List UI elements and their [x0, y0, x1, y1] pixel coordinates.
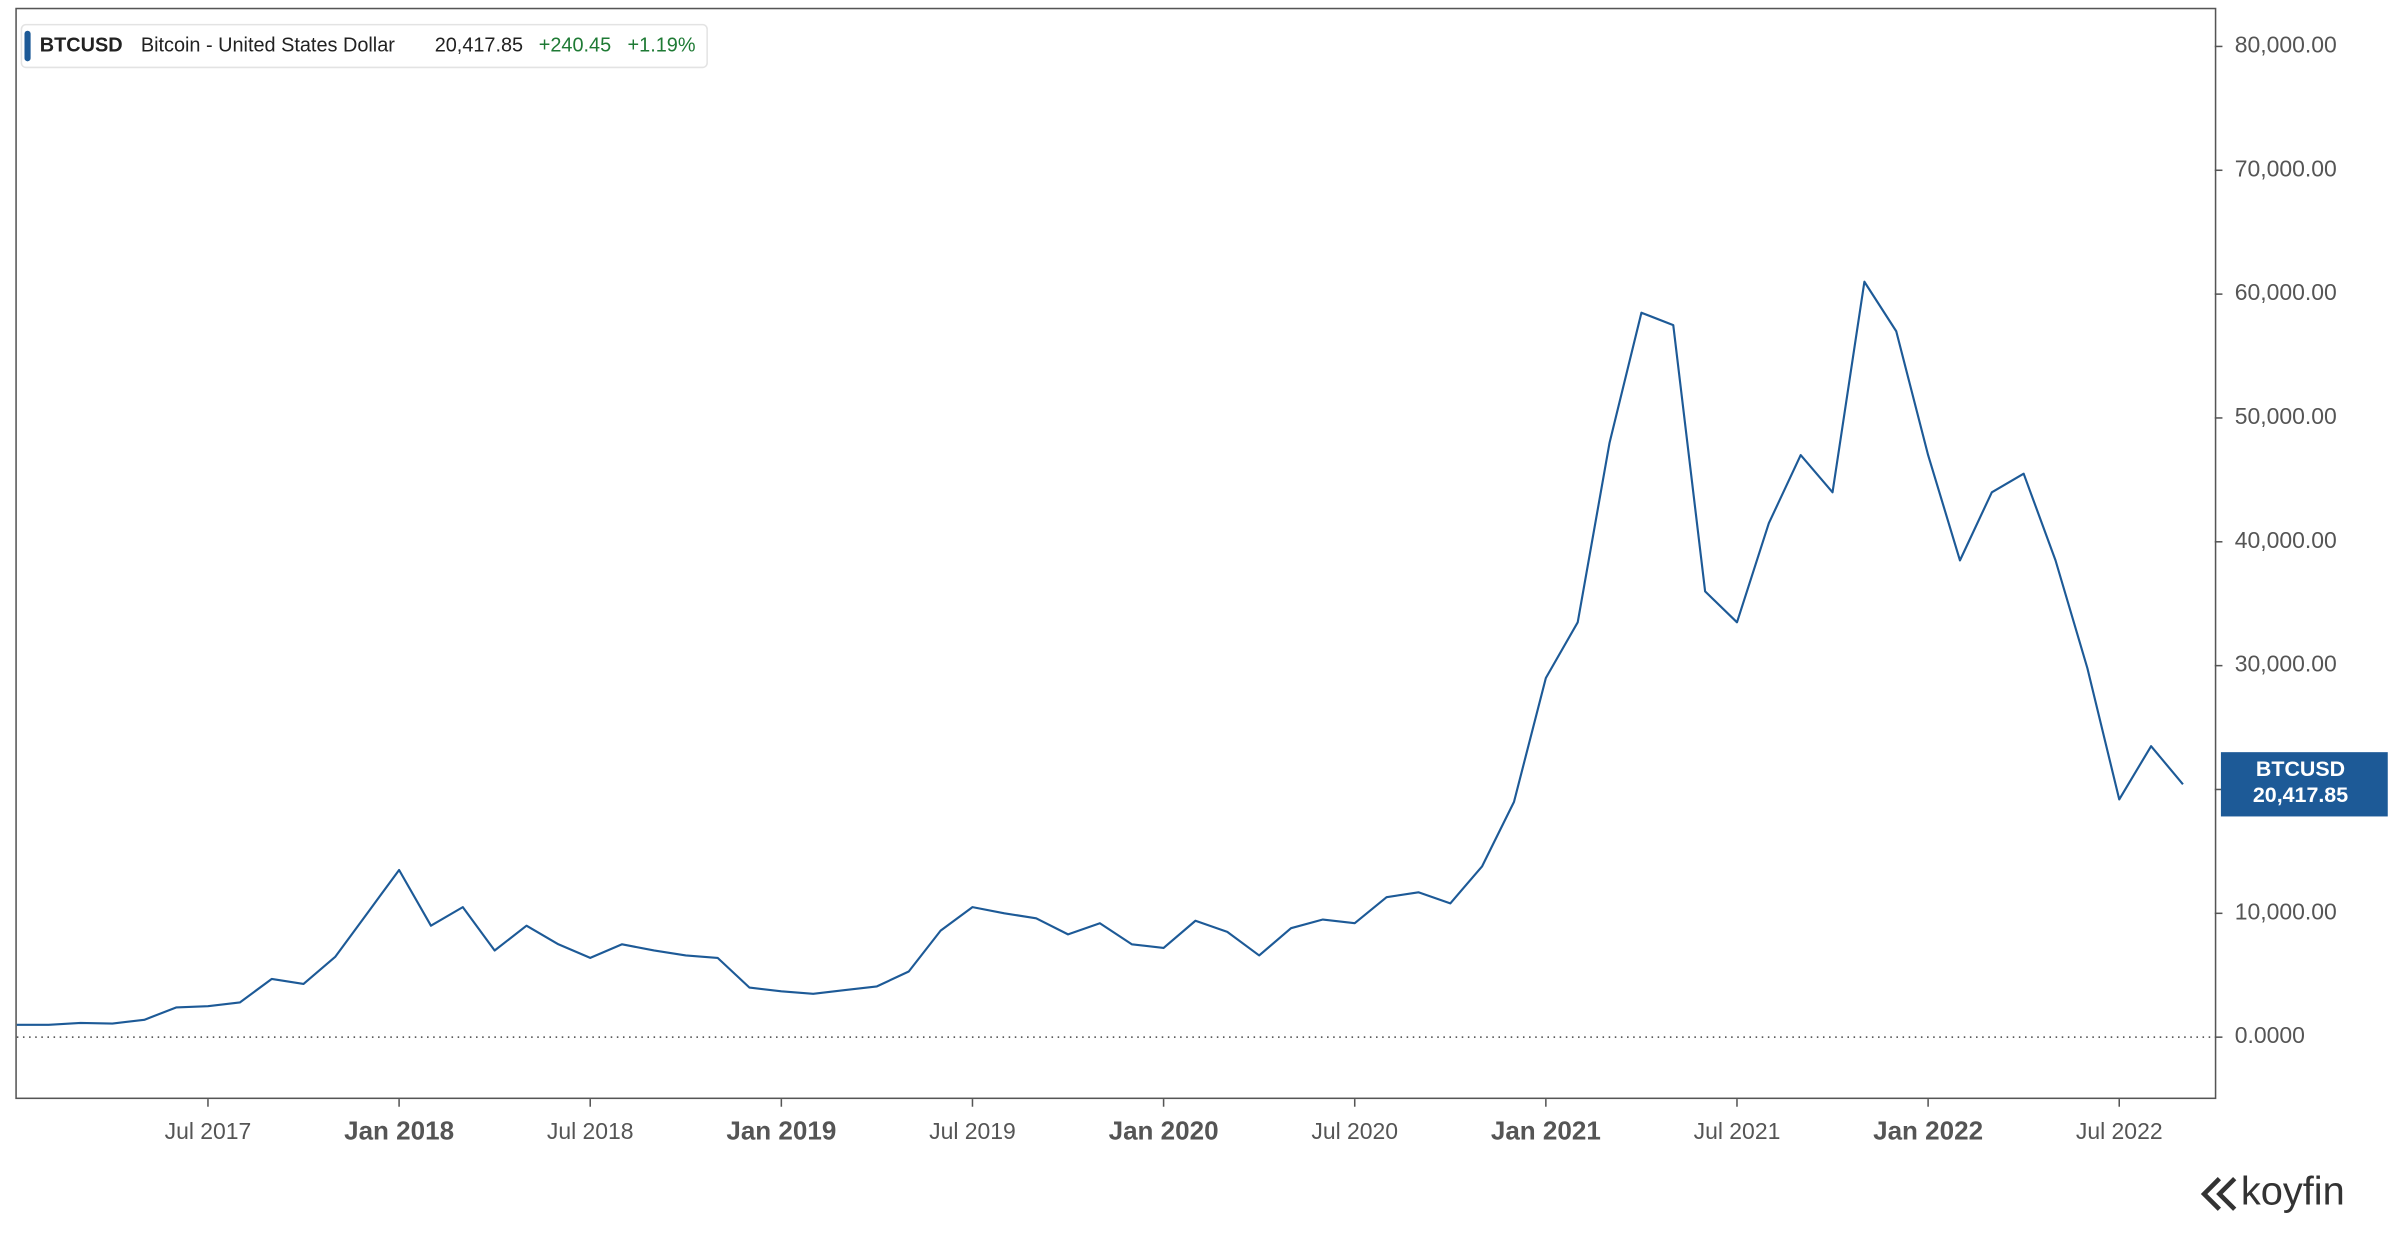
brand: koyfin [2200, 1169, 2345, 1213]
badge-price: 20,417.85 [2253, 783, 2348, 807]
brand-logo [2200, 1177, 2237, 1211]
x-tick-label: Jan 2019 [726, 1116, 836, 1146]
change: +240.45 [539, 34, 611, 56]
x-tick-label: Jul 2020 [1311, 1118, 1398, 1144]
x-tick-label: Jul 2022 [2076, 1118, 2163, 1144]
x-tick-label: Jan 2022 [1873, 1116, 1983, 1146]
y-tick-label: 30,000.00 [2235, 651, 2337, 677]
legend-swatch [24, 30, 31, 62]
x-tick-label: Jan 2021 [1491, 1116, 1601, 1146]
plot-frame [15, 7, 2217, 1100]
price-line [16, 280, 2184, 1026]
x-tick-label: Jan 2018 [344, 1116, 454, 1146]
legend-bg [20, 23, 708, 69]
price: 20,417.85 [435, 34, 523, 56]
x-tick-label: Jul 2017 [165, 1118, 252, 1144]
change-pct: +1.19% [628, 34, 696, 56]
legend-box: BTCUSD Bitcoin - United States Dollar 20… [20, 23, 708, 69]
instrument-name: Bitcoin - United States Dollar [141, 34, 395, 56]
badge-bg [2220, 752, 2388, 817]
y-tick-label: 80,000.00 [2235, 32, 2337, 58]
y-tick-label: 50,000.00 [2235, 403, 2337, 429]
y-tick-label: 0.0000 [2235, 1022, 2305, 1048]
symbol: BTCUSD [40, 34, 123, 56]
x-tick-label: Jul 2018 [547, 1118, 634, 1144]
y-tick-label: 40,000.00 [2235, 527, 2337, 553]
y-tick-label: 10,000.00 [2235, 898, 2337, 924]
brand-name: koyfin [2241, 1169, 2345, 1213]
y-tick-label: 60,000.00 [2235, 279, 2337, 305]
x-tick-label: Jan 2020 [1109, 1116, 1219, 1146]
x-tick-label: Jul 2021 [1694, 1118, 1781, 1144]
y-tick-label: 70,000.00 [2235, 155, 2337, 181]
badge-symbol: BTCUSD [2256, 757, 2345, 781]
x-tick-label: Jul 2019 [929, 1118, 1016, 1144]
